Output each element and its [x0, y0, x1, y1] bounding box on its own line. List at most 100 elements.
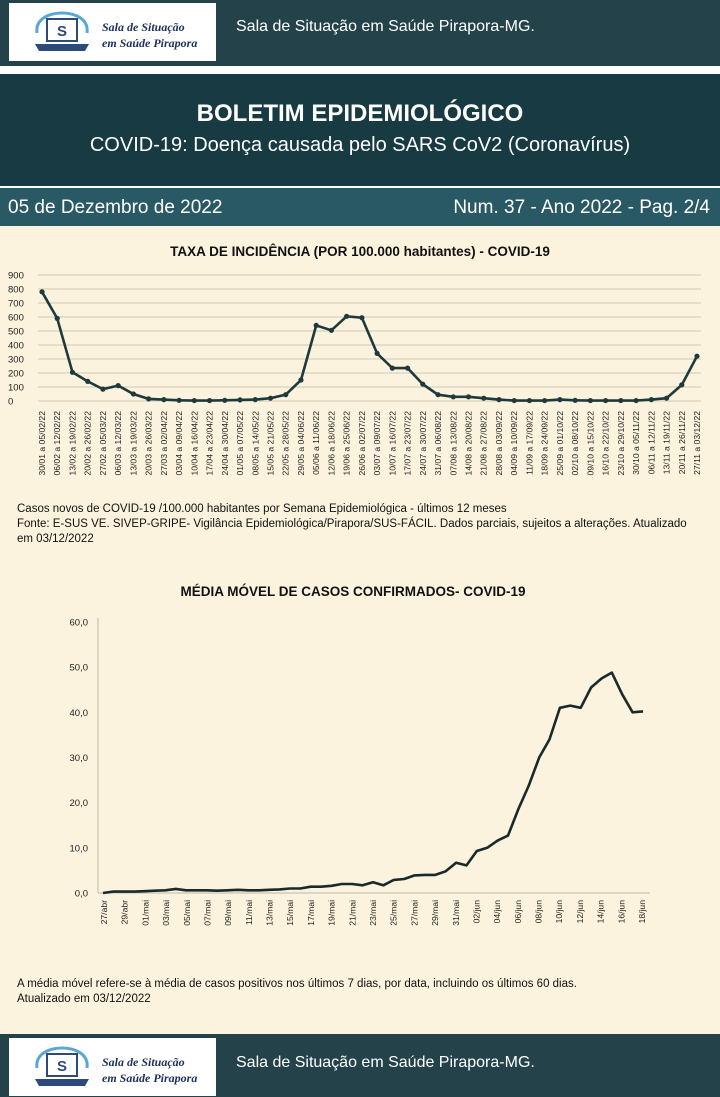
data-point	[267, 395, 274, 401]
data-point	[389, 365, 395, 371]
x-tick-label: 03/04 a 09/04/22	[174, 411, 184, 476]
x-tick-label: 25/mai	[389, 900, 399, 926]
data-point	[69, 369, 76, 375]
data-point	[374, 350, 380, 356]
data-point	[557, 397, 563, 403]
bottom-banner: S Sala de Situação em Saúde Pirapora Sal…	[0, 1034, 720, 1097]
data-point	[663, 395, 670, 401]
x-tick-label: 11/09 a 17/09/22	[524, 411, 534, 475]
footer-logo-line-1: Sala de Situação	[102, 1055, 185, 1069]
logo-line-2: em Saúde Pirapora	[102, 36, 198, 50]
x-tick-label: 02/jun	[471, 900, 481, 924]
y-tick-label: 500	[8, 327, 24, 338]
x-tick-label: 10/07 a 16/07/22	[387, 411, 397, 476]
x-tick-label: 03/mai	[161, 900, 171, 926]
svg-text:S: S	[57, 23, 67, 40]
bulletin-header: BOLETIM EPIDEMIOLÓGICO COVID-19: Doença …	[0, 74, 720, 186]
data-point	[85, 378, 91, 384]
x-tick-label: 13/02 a 19/02/22	[67, 411, 77, 476]
data-point	[39, 289, 45, 295]
y-tick-label: 400	[8, 341, 24, 352]
y-tick-label: 30,0	[70, 753, 89, 764]
x-tick-label: 27/abr	[99, 900, 109, 925]
x-tick-label: 12/jun	[575, 900, 585, 924]
x-tick-label: 26/06 a 02/07/22	[357, 411, 367, 476]
data-point	[237, 397, 243, 403]
content-area: TAXA DE INCIDÊNCIA (POR 100.000 habitant…	[0, 226, 720, 1034]
x-tick-label: 25/09 a 01/10/22	[555, 411, 565, 476]
x-tick-label: 23/10 a 29/10/22	[616, 411, 626, 476]
x-tick-label: 19/06 a 25/06/22	[342, 411, 352, 476]
x-tick-label: 24/04 a 30/04/22	[220, 411, 230, 476]
top-banner: S Sala de Situação em Saúde Pirapora Sal…	[0, 0, 720, 66]
x-tick-label: 16/10 a 22/10/22	[601, 411, 611, 476]
x-tick-label: 27/02 a 05/03/22	[98, 411, 108, 476]
y-tick-label: 20,0	[70, 798, 89, 809]
x-tick-label: 20/03 a 26/03/22	[144, 411, 154, 476]
data-point	[542, 397, 548, 404]
incidence-note-1: Casos novos de COVID-19 /100.000 habitan…	[17, 503, 507, 515]
y-tick-label: 600	[8, 313, 24, 324]
x-tick-label: 31/mai	[451, 900, 461, 926]
footer-logo: S Sala de Situação em Saúde Pirapora	[9, 1038, 216, 1096]
site-title: Sala de Situação em Saúde Pirapora-MG.	[236, 18, 535, 35]
footer-site-title: Sala de Situação em Saúde Pirapora-MG.	[236, 1054, 535, 1071]
data-point	[344, 313, 350, 319]
x-tick-label: 03/07 a 09/07/22	[372, 411, 382, 476]
x-tick-label: 19/mai	[327, 900, 337, 926]
data-point	[146, 396, 152, 402]
x-tick-label: 01/mai	[140, 900, 150, 926]
data-point	[313, 322, 319, 328]
y-tick-label: 800	[8, 285, 24, 296]
data-point	[191, 397, 197, 404]
x-tick-label: 15/05 a 21/05/22	[265, 411, 275, 476]
data-point	[679, 382, 685, 388]
data-point	[206, 397, 213, 404]
x-tick-label: 17/mai	[306, 900, 316, 926]
x-tick-label: 20/11 a 26/11/22	[677, 411, 687, 474]
data-point	[633, 397, 639, 404]
y-tick-label: 200	[8, 369, 24, 380]
bulletin-subtitle: COVID-19: Doença causada pelo SARS CoV2 …	[89, 134, 631, 156]
y-tick-label: 900	[8, 271, 24, 282]
data-point	[465, 394, 472, 400]
y-tick-label: 40,0	[70, 708, 89, 719]
y-tick-label: 10,0	[70, 843, 89, 854]
y-tick-label: 0,0	[75, 889, 88, 900]
moving-average-series-line	[102, 671, 644, 895]
data-point	[283, 392, 289, 398]
x-tick-label: 09/mai	[223, 900, 233, 926]
x-tick-label: 12/06 a 18/06/22	[326, 411, 336, 476]
x-tick-label: 21/mai	[347, 900, 357, 926]
x-tick-label: 23/mai	[368, 900, 378, 926]
incidence-series-line	[40, 291, 699, 402]
data-point	[587, 397, 593, 404]
data-point	[54, 315, 60, 321]
data-point	[496, 397, 502, 403]
x-tick-label: 09/10 a 15/10/22	[585, 411, 595, 476]
incidence-chart-title: TAXA DE INCIDÊNCIA (POR 100.000 habitant…	[170, 244, 550, 259]
x-tick-label: 29/abr	[120, 900, 130, 925]
x-tick-label: 07/mai	[202, 900, 212, 926]
x-tick-label: 29/mai	[430, 900, 440, 926]
monitor-logo-icon: S	[35, 11, 89, 51]
y-tick-label: 700	[8, 299, 24, 310]
x-tick-label: 13/11 a 19/11/22	[662, 411, 672, 474]
x-tick-label: 05/mai	[182, 900, 192, 926]
moving-average-note-2: Atualizado em 03/12/2022	[17, 993, 151, 1005]
data-point	[572, 397, 578, 403]
bulletin-title: BOLETIM EPIDEMIOLÓGICO	[196, 100, 524, 127]
data-point	[130, 391, 136, 397]
x-tick-label: 11/mai	[244, 900, 254, 925]
data-point	[328, 327, 335, 333]
data-point	[435, 392, 441, 398]
y-tick-label: 0	[8, 397, 13, 408]
x-tick-label: 27/03 a 02/04/22	[159, 411, 169, 476]
date-bar: 05 de Dezembro de 2022 Num. 37 - Ano 202…	[0, 186, 720, 226]
data-point	[298, 377, 304, 383]
x-tick-label: 16/jun	[616, 900, 626, 924]
x-tick-label: 14/jun	[596, 900, 606, 924]
x-tick-label: 27/11 a 03/12/22	[692, 411, 702, 475]
x-tick-label: 22/05 a 28/05/22	[281, 411, 291, 476]
data-point	[252, 397, 258, 403]
